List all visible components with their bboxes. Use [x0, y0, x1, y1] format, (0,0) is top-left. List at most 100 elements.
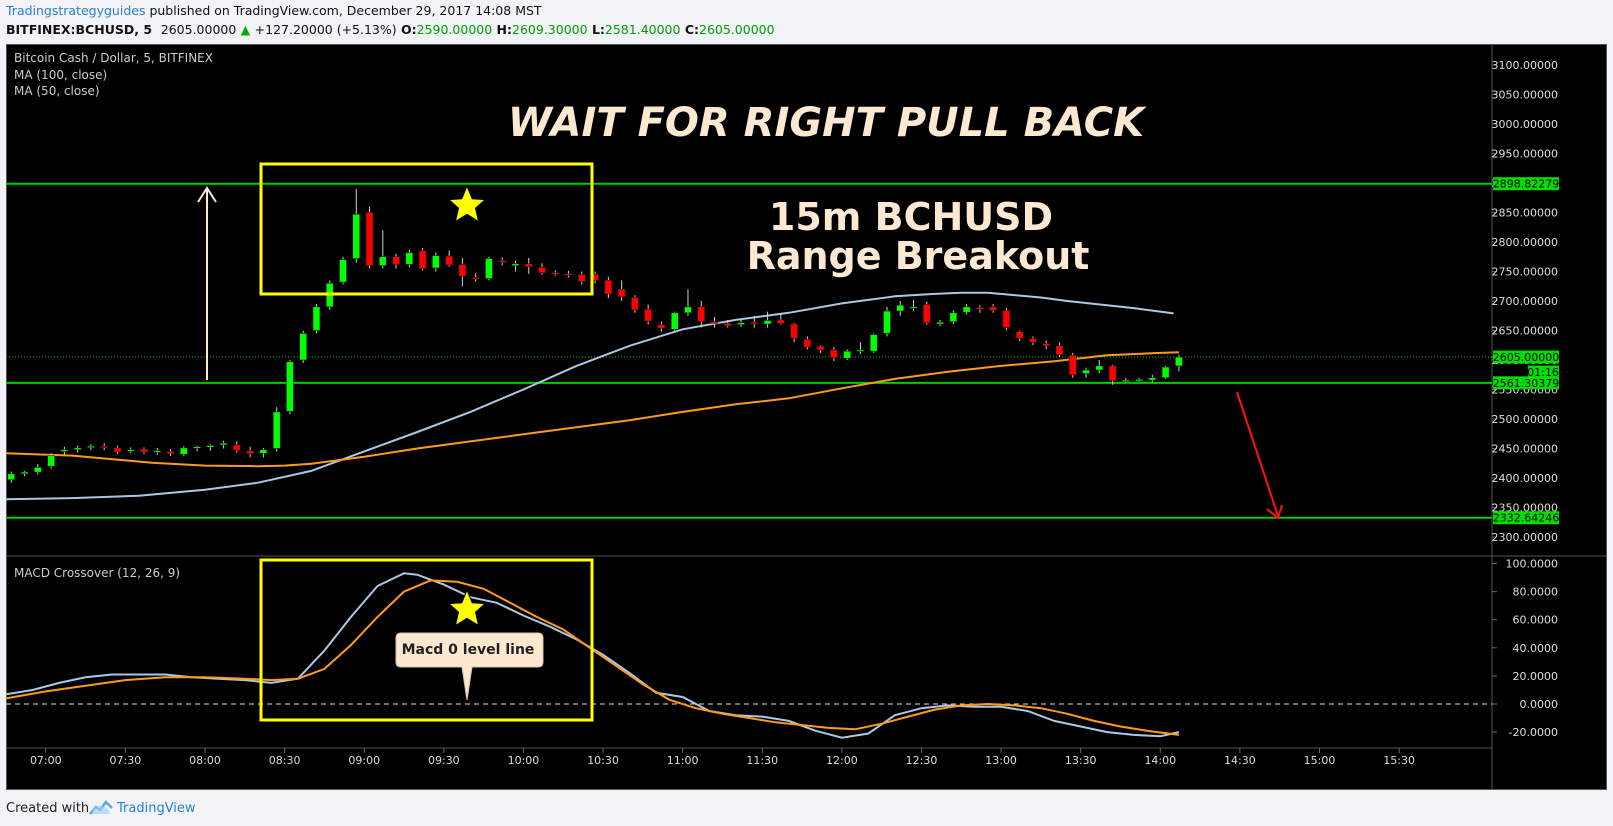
price-tick-label: 2400.00000 [1492, 472, 1558, 485]
chart-area[interactable]: 3100.00000 3050.00000 3000.00000 2950.00000… [6, 44, 1607, 790]
candle-body [1122, 379, 1130, 382]
candle-body [511, 263, 520, 266]
time-tick-label: 13:30 [1065, 754, 1097, 767]
macd-box[interactable] [259, 558, 594, 722]
candle-body [1135, 379, 1143, 382]
time-tick-label: 12:30 [906, 754, 938, 767]
candle-body [710, 321, 719, 324]
candle-body [1175, 356, 1183, 367]
svg-text:2332.64246: 2332.64246 [1493, 512, 1559, 525]
tradingview-logo-icon[interactable] [88, 798, 114, 816]
candle-body [73, 447, 82, 450]
time-tick-label: 07:30 [110, 754, 142, 767]
candle [166, 449, 175, 457]
open-value: 2590.00000 [416, 22, 493, 37]
created-with-text: Created with [6, 801, 90, 816]
candle-body [166, 451, 175, 455]
candle-body [1108, 365, 1117, 381]
macd-callout[interactable]: Macd 0 level line [395, 632, 544, 701]
macd-tick-label: 100.0000 [1506, 558, 1559, 571]
headline-annotation: WAIT FOR RIGHT PULL BACK [508, 100, 1147, 146]
close-value: 2605.00000 [699, 22, 775, 37]
candle [697, 301, 705, 328]
candle-body [1095, 365, 1104, 371]
candle [392, 253, 400, 269]
candle [1108, 364, 1117, 385]
candle [511, 260, 520, 272]
macd-axis[interactable]: 100.0000 80.0000 60.0000 40.0000 20.0000 0.00… [1492, 558, 1558, 740]
candle-body [923, 304, 931, 324]
candle [1161, 365, 1170, 379]
candle [1002, 308, 1011, 331]
label-timer: 01:16 [1527, 365, 1559, 379]
time-tick-label: 09:00 [348, 754, 380, 767]
candle [60, 446, 69, 455]
candle [233, 441, 241, 453]
candle-body [445, 255, 453, 266]
candle [405, 249, 414, 268]
candle [180, 446, 188, 457]
candle-body [1042, 343, 1050, 347]
candle-body [1055, 345, 1064, 355]
candle [830, 347, 838, 362]
candle-body [896, 304, 905, 312]
candle [7, 471, 16, 483]
time-axis[interactable]: 07:00 07:30 08:00 08:30 09:00 09:30 10:00 10:30… [30, 748, 1415, 767]
time-tick-label: 07:00 [30, 754, 62, 767]
legend-title: Bitcoin Cash / Dollar, 5, BITFINEX [14, 51, 213, 65]
candle [259, 447, 268, 458]
candle-body [657, 324, 666, 329]
candle [20, 470, 29, 477]
candle-body [697, 306, 705, 322]
candle-body [551, 272, 560, 275]
top-bar: Tradingstrategyguides published on Tradi… [0, 0, 1613, 44]
macd-tick-label: 0.0000 [1520, 698, 1559, 711]
up-arrow-icon: ▲ [240, 22, 251, 37]
legend-ma100: MA (100, close) [14, 68, 107, 82]
candle-body [578, 274, 586, 282]
price-axis[interactable]: 3100.00000 3050.00000 3000.00000 2950.00000… [1492, 59, 1558, 544]
candle [1068, 352, 1077, 378]
author-link[interactable]: Tradingstrategyguides [6, 3, 146, 18]
candle-body [564, 273, 573, 276]
chart-svg[interactable]: 3100.00000 3050.00000 3000.00000 2950.00000… [6, 44, 1607, 790]
price-tick-label: 2700.00000 [1492, 295, 1558, 308]
candle-body [856, 349, 865, 352]
candle [87, 444, 95, 451]
candle [564, 270, 573, 278]
time-tick-label: 08:30 [269, 754, 301, 767]
candle-body [1015, 331, 1024, 339]
time-tick-label: 11:00 [667, 754, 699, 767]
price-tick-label: 2300.00000 [1492, 531, 1558, 544]
candle-body [670, 312, 679, 330]
candle-body [100, 445, 108, 448]
candle [923, 301, 931, 325]
price-change: +127.20000 (+5.13%) [254, 22, 397, 37]
candles [7, 188, 1183, 483]
candle-body [259, 449, 268, 454]
published-text: published on TradingView.com, December 2… [149, 3, 542, 18]
price-tick-label: 2650.00000 [1492, 325, 1558, 338]
candle [47, 453, 55, 469]
candle [140, 447, 148, 455]
candle [763, 311, 772, 328]
time-tick-label: 14:00 [1144, 754, 1176, 767]
time-tick-label: 10:30 [587, 754, 619, 767]
price-tick-label: 3100.00000 [1492, 59, 1558, 72]
time-tick-label: 11:30 [746, 754, 778, 767]
candle [710, 316, 719, 328]
candle [949, 310, 958, 325]
tradingview-link[interactable]: TradingView [117, 801, 196, 816]
candle [246, 446, 254, 458]
symbol[interactable]: BITFINEX:BCHUSD, 5 [6, 22, 153, 37]
candle [432, 252, 440, 272]
range-box[interactable] [259, 162, 594, 296]
candle-body [87, 445, 95, 448]
candle [803, 336, 812, 350]
time-tick-label: 09:30 [428, 754, 460, 767]
candle-body [339, 259, 347, 283]
candle-body [1161, 366, 1170, 378]
candle [604, 276, 613, 299]
candle [1029, 336, 1037, 346]
time-tick-label: 10:00 [508, 754, 540, 767]
